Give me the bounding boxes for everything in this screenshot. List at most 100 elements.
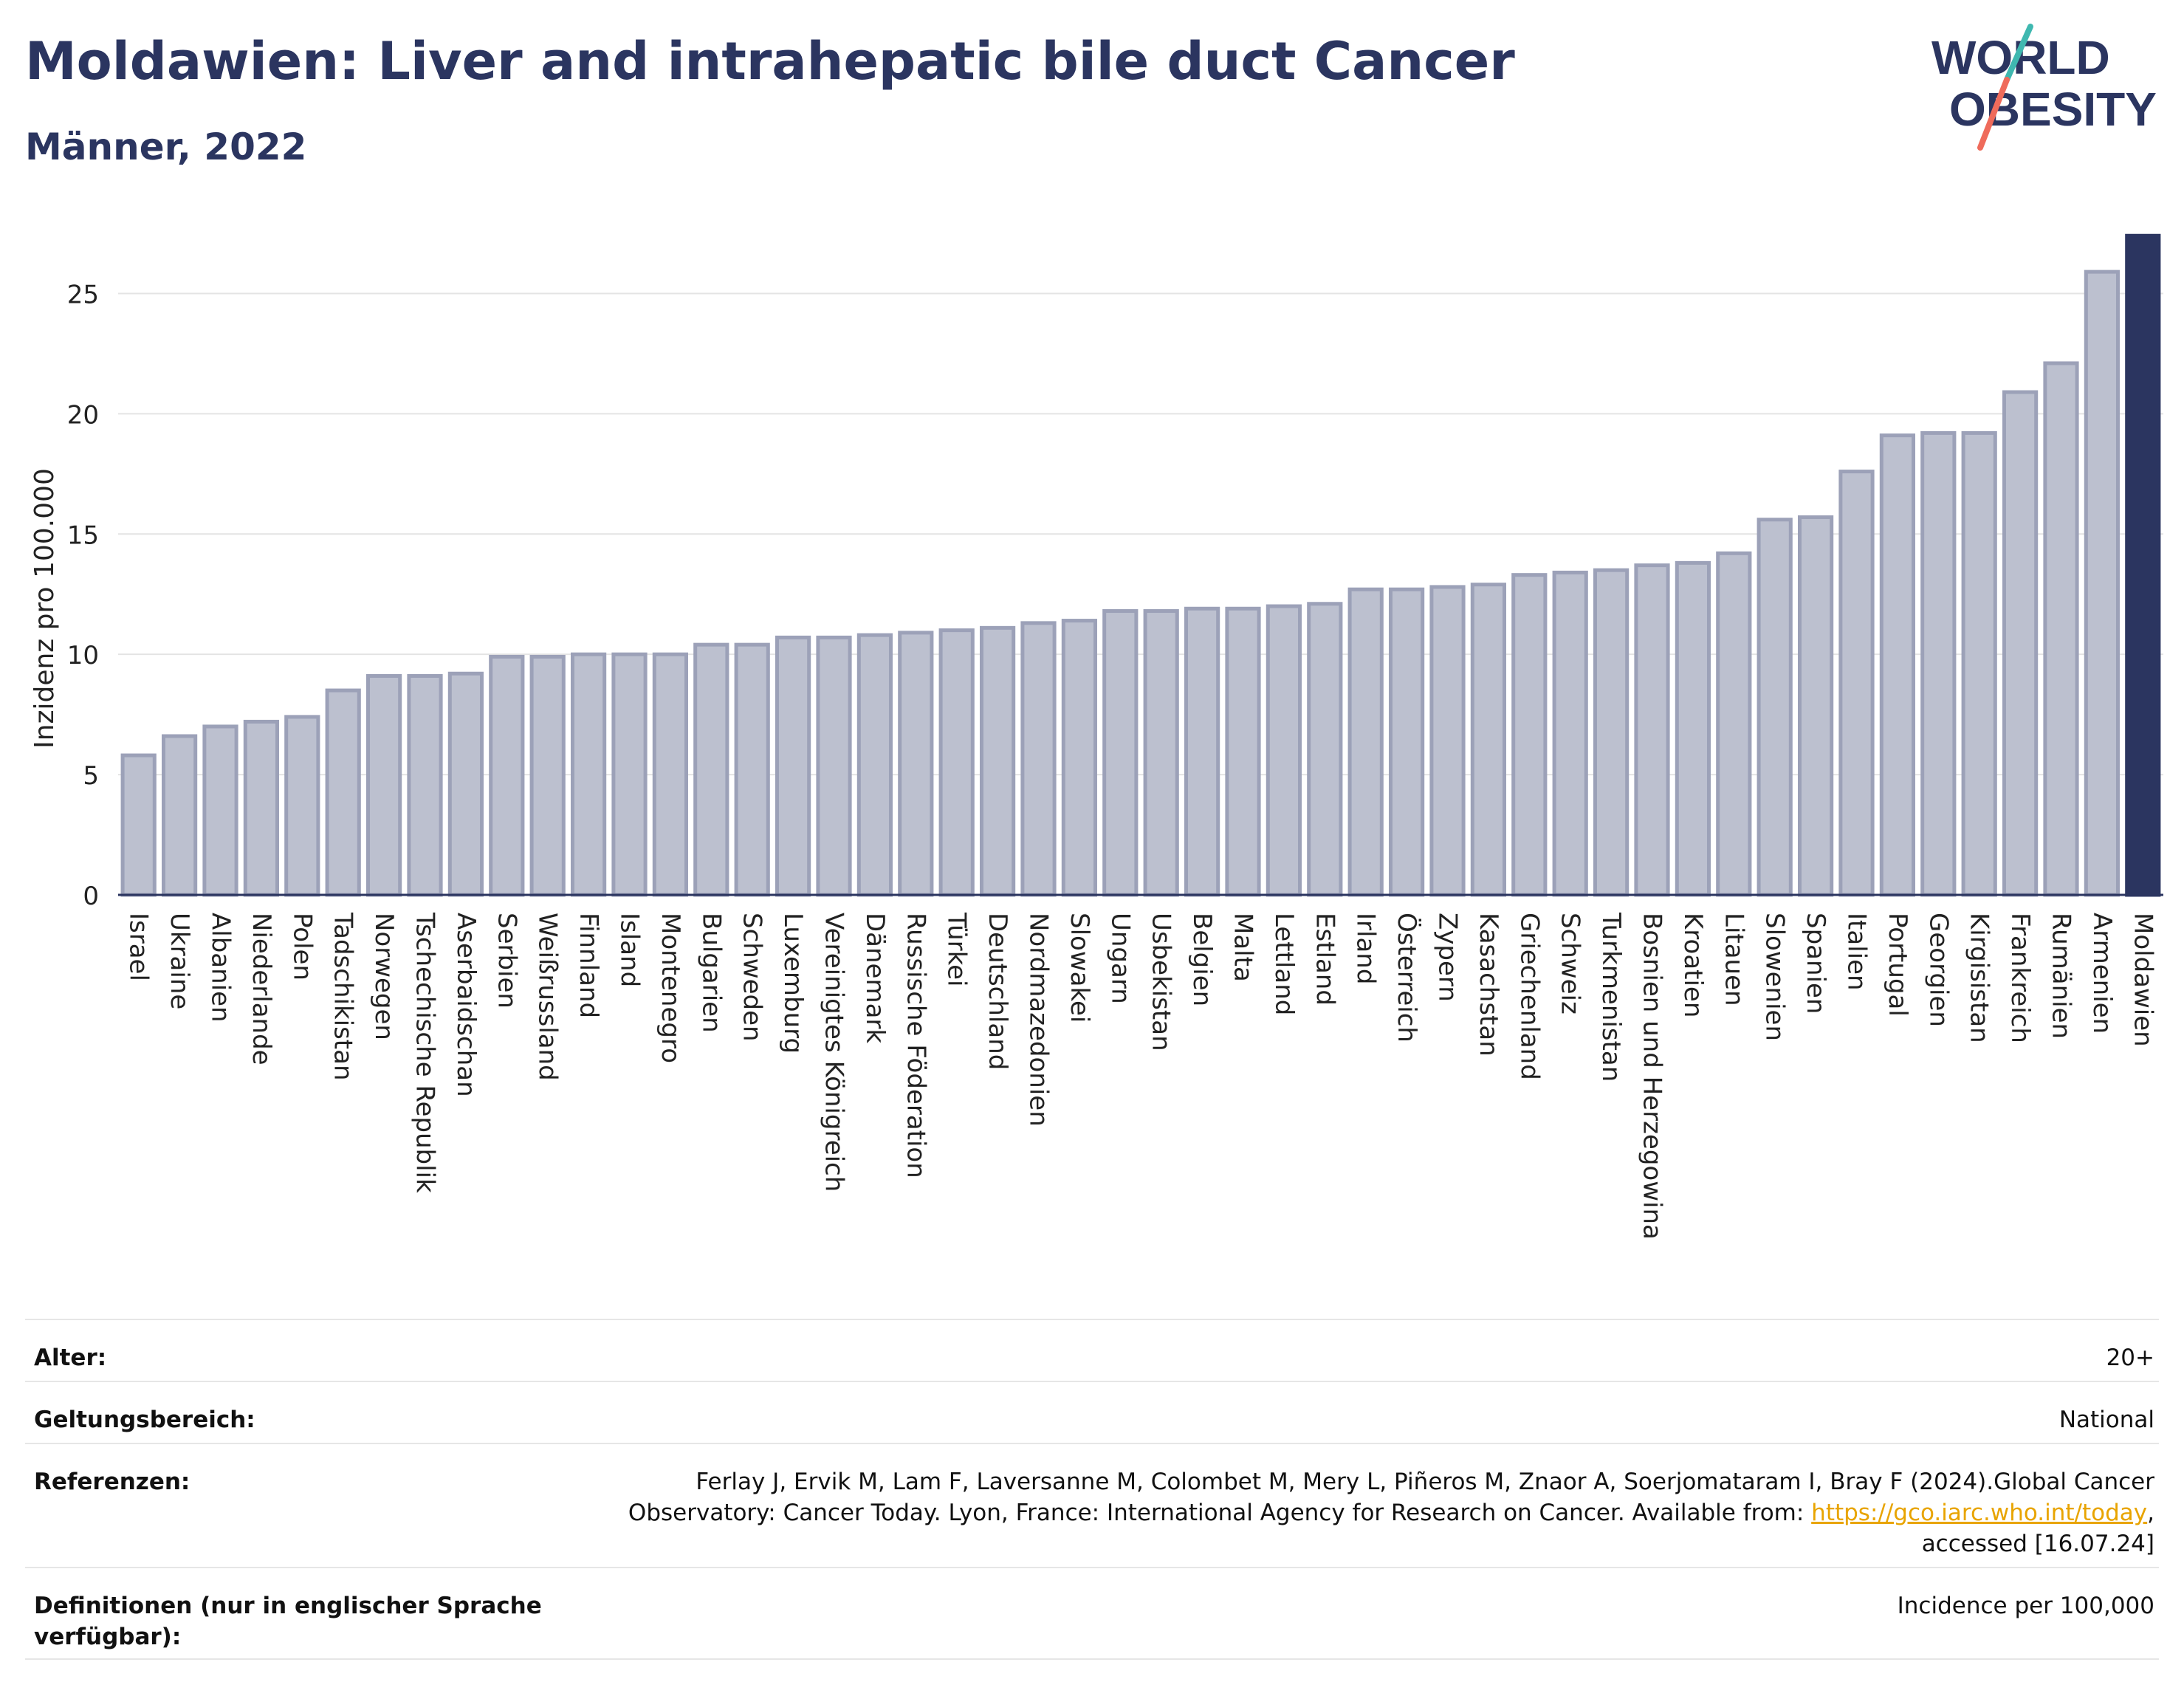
- bar-usbekistan[interactable]: [1143, 609, 1179, 897]
- x-tick-label: Ungarn: [1105, 913, 1135, 1004]
- bar-italien[interactable]: [1838, 470, 1875, 897]
- bar-slowenien[interactable]: [1757, 518, 1793, 897]
- references-value: Ferlay J, Ervik M, Lam F, Laversanne M, …: [628, 1466, 2159, 1559]
- x-tick-label: Luxemburg: [778, 913, 808, 1054]
- x-tick-label: Frankreich: [2005, 913, 2035, 1043]
- bar-österreich[interactable]: [1388, 587, 1425, 897]
- scope-value: National: [2058, 1407, 2154, 1433]
- bar-schweden[interactable]: [734, 642, 770, 897]
- bar-israel[interactable]: [120, 753, 157, 897]
- age-value: 20+: [2106, 1345, 2154, 1371]
- bar-georgien[interactable]: [1920, 430, 1957, 897]
- bar-serbien[interactable]: [489, 654, 525, 897]
- x-tick-label: Portugal: [1883, 913, 1912, 1017]
- page-subtitle: Männer, 2022: [25, 126, 307, 168]
- world-obesity-logo: WORLD OBESITY: [1931, 24, 2157, 151]
- x-tick-label: Estland: [1310, 913, 1339, 1006]
- bar-spanien[interactable]: [1797, 515, 1834, 897]
- bar-armenien[interactable]: [2084, 269, 2121, 897]
- bar-estland[interactable]: [1307, 602, 1343, 897]
- x-tick-label: Bulgarien: [696, 913, 726, 1033]
- bar-finnland[interactable]: [570, 652, 607, 897]
- logo-text-world: WORLD: [1931, 31, 2110, 84]
- bar-bulgarien[interactable]: [693, 642, 729, 897]
- bar-ukraine[interactable]: [161, 734, 198, 897]
- bar-ungarn[interactable]: [1102, 609, 1139, 897]
- logo-slash-coral: [1977, 77, 2010, 151]
- bar-albanien[interactable]: [202, 724, 238, 897]
- bar-deutschland[interactable]: [979, 625, 1016, 897]
- category-labels: Israel Ukraine Albanien Niederlande Polen Tad…: [124, 912, 2158, 1240]
- bar-irland[interactable]: [1347, 587, 1384, 897]
- bar-tschechische-republik[interactable]: [407, 674, 443, 897]
- x-tick-label: Niederlande: [247, 913, 276, 1065]
- bar-lettland[interactable]: [1266, 604, 1302, 897]
- bar-kroatien[interactable]: [1675, 560, 1711, 897]
- y-tick-label: 10: [67, 641, 99, 670]
- x-tick-label: Türkei: [942, 912, 972, 986]
- x-tick-label: Rumänien: [2047, 913, 2076, 1039]
- bar-russische-föderation[interactable]: [898, 631, 934, 897]
- x-tick-label: Spanien: [1801, 913, 1830, 1014]
- bar-türkei[interactable]: [938, 628, 975, 897]
- bar-kirgisistan[interactable]: [1961, 430, 1997, 897]
- reference-link[interactable]: https://gco.iarc.who.int/today: [1811, 1500, 2148, 1526]
- bar-island[interactable]: [611, 652, 648, 897]
- bar-schweiz[interactable]: [1552, 570, 1588, 897]
- x-tick-label: Montenegro: [656, 913, 685, 1063]
- info-row-age: Alter: 20+: [25, 1319, 2159, 1381]
- logo-text-obesity: OBESITY: [1949, 83, 2157, 136]
- bar-moldawien[interactable]: [2125, 233, 2161, 897]
- x-tick-label: Bosnien und Herzegowina: [1638, 913, 1667, 1240]
- bar-portugal[interactable]: [1879, 433, 1916, 897]
- axes: 0 5 10 15 20 25: [67, 280, 2163, 911]
- bar-luxemburg[interactable]: [775, 635, 811, 897]
- x-tick-label: Serbien: [492, 913, 521, 1009]
- bar-norwegen[interactable]: [365, 674, 402, 897]
- bar-aserbaidschan[interactable]: [447, 671, 484, 897]
- x-tick-label: Israel: [124, 913, 154, 981]
- x-tick-label: Schweden: [738, 913, 767, 1042]
- bar-zypern[interactable]: [1429, 585, 1466, 897]
- bar-kasachstan[interactable]: [1470, 583, 1507, 897]
- bar-dänemark[interactable]: [856, 633, 893, 897]
- x-tick-label: Deutschland: [983, 913, 1012, 1070]
- bar-polen[interactable]: [284, 715, 320, 897]
- reference-line-2: Observatory: Cancer Today. Lyon, France:…: [628, 1500, 1812, 1526]
- bar-weißrussland[interactable]: [529, 654, 566, 897]
- bar-nordmazedonien[interactable]: [1020, 621, 1057, 897]
- x-tick-label: Schweiz: [1556, 913, 1585, 1014]
- age-label: Alter:: [34, 1345, 107, 1371]
- x-tick-label: Griechenland: [1514, 913, 1544, 1080]
- bar-bosnien-und-herzegowina[interactable]: [1634, 563, 1670, 897]
- bar-montenegro[interactable]: [652, 652, 689, 897]
- bar-frankreich[interactable]: [2002, 390, 2039, 897]
- x-tick-label: Italien: [1842, 913, 1872, 991]
- scope-label: Geltungsbereich:: [34, 1407, 255, 1433]
- bar-niederlande[interactable]: [243, 719, 280, 897]
- definitions-label: Definitionen (nur in englischer Sprache …: [34, 1593, 542, 1650]
- bar-litauen[interactable]: [1716, 551, 1752, 897]
- info-row-references: Referenzen: Ferlay J, Ervik M, Lam F, La…: [25, 1443, 2159, 1567]
- page-title: Moldawien: Liver and intrahepatic bile d…: [25, 31, 1515, 92]
- x-tick-label: Belgien: [1187, 913, 1217, 1006]
- bar-malta[interactable]: [1225, 606, 1261, 897]
- y-tick-label: 15: [67, 521, 99, 550]
- bar-vereinigtes-königreich[interactable]: [816, 635, 852, 897]
- x-tick-label: Turkmenistan: [1596, 912, 1626, 1082]
- x-tick-label: Nordmazedonien: [1024, 913, 1054, 1127]
- info-table: Alter: 20+ Geltungsbereich: National Ref…: [25, 1319, 2159, 1660]
- x-tick-label: Armenien: [2087, 913, 2117, 1034]
- bar-turkmenistan[interactable]: [1593, 568, 1630, 897]
- x-tick-label: Kirgisistan: [1965, 913, 1994, 1043]
- bar-tadschikistan[interactable]: [325, 688, 361, 897]
- x-tick-label: Polen: [287, 913, 317, 981]
- logo-slash-teal: [2004, 24, 2033, 83]
- bar-rumänien[interactable]: [2043, 361, 2079, 897]
- bar-slowakei[interactable]: [1061, 619, 1098, 897]
- bar-belgien[interactable]: [1184, 606, 1220, 897]
- x-tick-label: Finnland: [574, 913, 603, 1018]
- bar-griechenland[interactable]: [1511, 573, 1548, 897]
- x-tick-label: Irland: [1351, 913, 1381, 984]
- x-tick-label: Kroatien: [1678, 913, 1708, 1017]
